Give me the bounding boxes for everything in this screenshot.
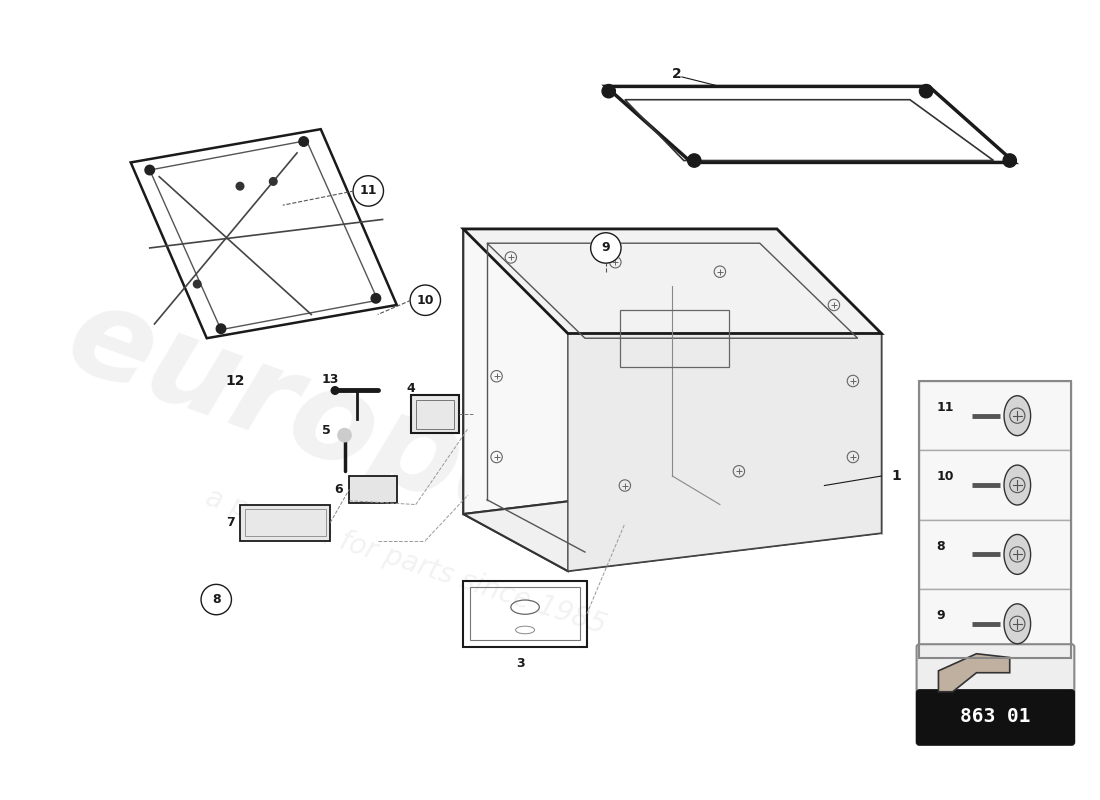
- Text: 3: 3: [516, 657, 525, 670]
- Polygon shape: [463, 476, 881, 571]
- Bar: [920, 589, 1071, 658]
- Circle shape: [145, 166, 154, 174]
- Circle shape: [331, 386, 339, 394]
- Text: 11: 11: [360, 185, 377, 198]
- Polygon shape: [777, 229, 881, 533]
- Bar: [920, 381, 1071, 658]
- Text: 2: 2: [672, 67, 682, 81]
- Polygon shape: [938, 654, 1010, 692]
- Text: 10: 10: [417, 294, 434, 306]
- Circle shape: [299, 137, 308, 146]
- Text: 863 01: 863 01: [960, 707, 1031, 726]
- Text: 4: 4: [407, 382, 416, 395]
- Ellipse shape: [1004, 396, 1031, 436]
- Text: 7: 7: [227, 516, 235, 529]
- Text: 8: 8: [936, 539, 945, 553]
- Circle shape: [194, 280, 201, 288]
- Polygon shape: [463, 229, 777, 514]
- Text: a passion for parts since 1985: a passion for parts since 1985: [202, 483, 611, 640]
- Circle shape: [1003, 154, 1016, 167]
- Text: 1: 1: [891, 469, 901, 483]
- Ellipse shape: [1004, 534, 1031, 574]
- Polygon shape: [463, 229, 568, 571]
- Text: 9: 9: [936, 609, 945, 622]
- Circle shape: [201, 584, 231, 614]
- Text: 11: 11: [936, 401, 954, 414]
- Text: 6: 6: [334, 483, 342, 496]
- Text: 5: 5: [321, 424, 330, 437]
- Polygon shape: [411, 395, 459, 434]
- Text: 8: 8: [212, 593, 221, 606]
- Circle shape: [410, 285, 440, 315]
- Ellipse shape: [1004, 465, 1031, 505]
- Text: europes: europes: [52, 274, 628, 583]
- Bar: [920, 381, 1071, 450]
- Circle shape: [591, 233, 622, 263]
- Circle shape: [353, 176, 384, 206]
- Circle shape: [688, 154, 701, 167]
- Circle shape: [338, 429, 351, 442]
- Circle shape: [236, 182, 244, 190]
- FancyBboxPatch shape: [916, 690, 1075, 745]
- Circle shape: [920, 85, 933, 98]
- Bar: [920, 450, 1071, 520]
- Circle shape: [602, 85, 615, 98]
- FancyBboxPatch shape: [916, 644, 1075, 745]
- Polygon shape: [568, 334, 881, 571]
- Text: 12: 12: [226, 374, 245, 388]
- Circle shape: [371, 294, 381, 303]
- Circle shape: [217, 324, 226, 334]
- Circle shape: [270, 178, 277, 186]
- Polygon shape: [463, 229, 881, 334]
- Bar: [920, 520, 1071, 589]
- Text: 13: 13: [321, 373, 339, 386]
- Ellipse shape: [1004, 604, 1031, 644]
- Polygon shape: [350, 476, 397, 502]
- Text: 10: 10: [936, 470, 954, 483]
- Polygon shape: [240, 505, 330, 541]
- Text: 9: 9: [602, 242, 610, 254]
